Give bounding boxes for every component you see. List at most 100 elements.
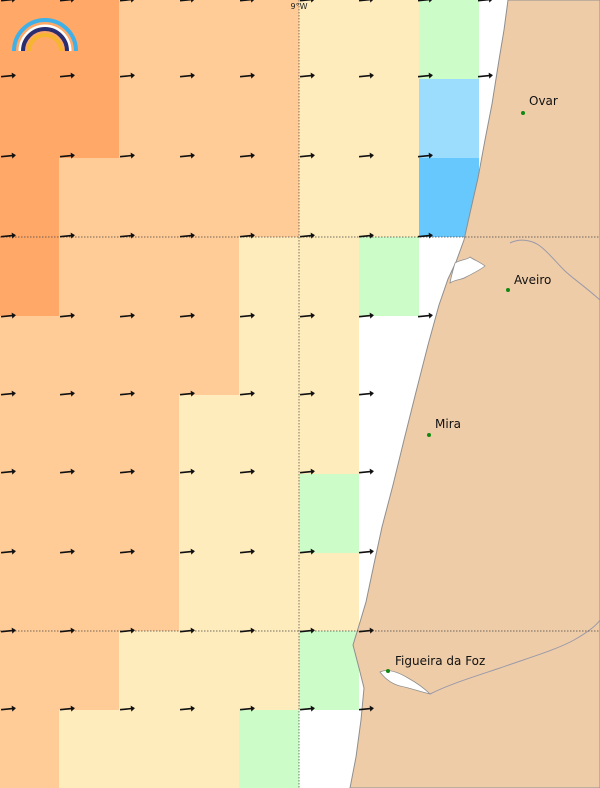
city-marker-icon — [386, 669, 390, 673]
forecast-cell — [359, 79, 419, 158]
wind-arrow-icon — [358, 390, 374, 397]
forecast-cell — [179, 0, 239, 79]
wind-arrow-icon — [119, 627, 135, 634]
forecast-cell — [179, 710, 239, 788]
wind-arrow-icon — [0, 705, 16, 712]
wind-arrow-icon — [179, 705, 195, 712]
forecast-cell — [59, 0, 119, 79]
forecast-cell — [179, 631, 239, 710]
forecast-cell — [179, 316, 239, 395]
wind-arrow-icon — [59, 0, 75, 3]
wind-arrow-icon — [119, 232, 135, 239]
wind-arrow-icon — [0, 232, 16, 239]
city-marker-icon — [427, 433, 431, 437]
forecast-cell — [59, 158, 119, 237]
wind-arrow-icon — [239, 390, 255, 397]
forecast-cell — [0, 710, 59, 788]
wind-arrows — [0, 0, 493, 712]
forecast-cell — [299, 631, 359, 710]
forecast-cell — [299, 79, 359, 158]
wind-arrow-icon — [0, 0, 16, 3]
forecast-cell — [119, 237, 179, 316]
wind-arrow-icon — [239, 0, 255, 3]
wind-arrow-icon — [239, 468, 255, 475]
wind-arrow-icon — [299, 390, 315, 397]
forecast-cell — [179, 158, 239, 237]
wind-arrow-icon — [299, 312, 315, 319]
wind-arrow-icon — [477, 0, 493, 3]
wind-arrow-icon — [299, 627, 315, 634]
wind-arrow-icon — [358, 705, 374, 712]
city-mira[interactable]: Mira — [427, 417, 461, 437]
forecast-cell — [59, 79, 119, 158]
forecast-cell — [0, 553, 59, 631]
wind-arrow-icon — [59, 468, 75, 475]
forecast-cell — [0, 631, 59, 710]
wind-arrow-icon — [239, 548, 255, 555]
forecast-cell — [179, 79, 239, 158]
forecast-cell — [179, 553, 239, 631]
wind-arrow-icon — [59, 232, 75, 239]
wind-arrow-icon — [179, 390, 195, 397]
forecast-cell — [299, 316, 359, 395]
wind-arrow-icon — [179, 548, 195, 555]
wind-arrow-icon — [179, 72, 195, 79]
forecast-cell — [119, 395, 179, 474]
wind-arrow-icon — [358, 627, 374, 634]
wind-arrow-icon — [358, 232, 374, 239]
wind-arrow-icon — [0, 312, 16, 319]
forecast-cell — [239, 0, 299, 79]
forecast-cell — [419, 0, 479, 79]
wind-arrow-icon — [59, 627, 75, 634]
forecast-cell — [299, 395, 359, 474]
wind-arrow-icon — [179, 627, 195, 634]
wind-arrow-icon — [179, 312, 195, 319]
forecast-cell — [239, 316, 299, 395]
wind-arrow-icon — [239, 705, 255, 712]
mondego-river — [429, 619, 600, 695]
forecast-cell — [59, 237, 119, 316]
forecast-cells — [0, 0, 479, 788]
wind-arrow-icon — [119, 72, 135, 79]
forecast-cell — [59, 474, 119, 553]
wind-arrow-icon — [179, 0, 195, 3]
wind-arrow-icon — [119, 468, 135, 475]
city-label: Aveiro — [514, 273, 551, 287]
city-aveiro[interactable]: Aveiro — [506, 273, 551, 292]
wind-arrow-icon — [59, 548, 75, 555]
wind-arrow-icon — [119, 705, 135, 712]
wind-arrow-icon — [239, 152, 255, 159]
wind-arrow-icon — [417, 312, 433, 319]
forecast-cell — [119, 631, 179, 710]
city-marker-icon — [521, 111, 525, 115]
wind-arrow-icon — [59, 72, 75, 79]
forecast-cell — [359, 158, 419, 237]
wind-arrow-icon — [239, 312, 255, 319]
forecast-cell — [0, 395, 59, 474]
forecast-cell — [299, 158, 359, 237]
forecast-cell — [0, 0, 59, 79]
wind-arrow-icon — [179, 152, 195, 159]
city-figueira-da-foz[interactable]: Figueira da Foz — [386, 654, 485, 673]
forecast-cell — [59, 395, 119, 474]
forecast-cell — [0, 158, 59, 237]
wind-arrow-icon — [119, 0, 135, 3]
city-ovar[interactable]: Ovar — [521, 94, 558, 115]
forecast-cell — [299, 553, 359, 631]
rainbow-logo-icon[interactable] — [12, 18, 78, 52]
forecast-cell — [239, 631, 299, 710]
wind-arrow-icon — [417, 0, 433, 3]
city-marker-icon — [506, 288, 510, 292]
forecast-cell — [239, 553, 299, 631]
wind-arrow-icon — [299, 705, 315, 712]
wind-arrow-icon — [59, 152, 75, 159]
wind-arrow-icon — [0, 627, 16, 634]
aveiro-lagoon — [449, 256, 486, 284]
coastline-land — [349, 0, 600, 788]
forecast-cell — [119, 0, 179, 79]
forecast-cell — [119, 79, 179, 158]
forecast-cell — [299, 237, 359, 316]
wind-arrow-icon — [358, 312, 374, 319]
forecast-cell — [119, 474, 179, 553]
